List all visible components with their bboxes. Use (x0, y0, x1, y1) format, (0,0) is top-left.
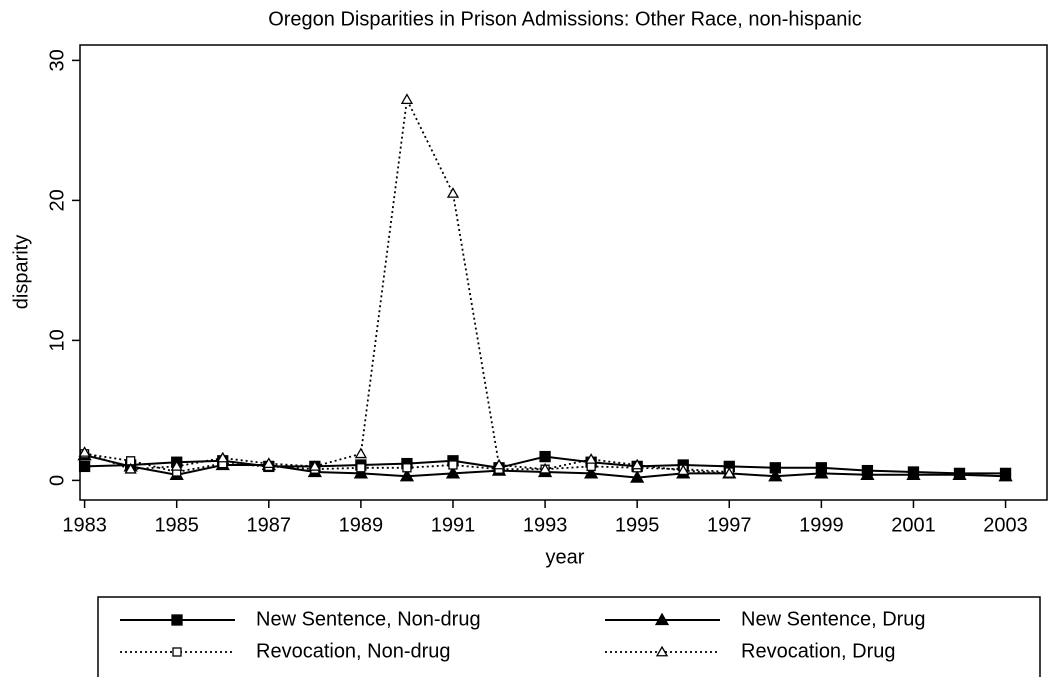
x-tick-label: 1993 (523, 514, 568, 536)
marker (170, 460, 183, 471)
legend-frame (97, 596, 1041, 677)
y-tick-label: 10 (46, 329, 68, 351)
marker (353, 466, 369, 479)
series-line (84, 96, 730, 475)
marker (768, 468, 783, 482)
marker (860, 467, 875, 480)
x-axis-label: year (546, 546, 585, 568)
x-tick-label: 1989 (339, 514, 384, 536)
x-tick-label: 1997 (707, 514, 752, 536)
x-tick-label: 1987 (247, 514, 292, 536)
marker (654, 612, 670, 626)
marker (539, 450, 551, 463)
marker (492, 458, 506, 470)
legend-label: Revocation, Non-drug (256, 640, 451, 662)
marker (402, 463, 412, 473)
marker (262, 457, 275, 468)
marker (356, 463, 366, 473)
marker (78, 460, 91, 473)
marker (998, 468, 1013, 482)
marker (445, 466, 461, 479)
marker (952, 467, 967, 480)
marker (399, 468, 415, 482)
x-tick-label: 1999 (799, 514, 844, 536)
marker (171, 614, 183, 626)
x-tick-label: 1991 (431, 514, 476, 536)
marker (631, 458, 644, 470)
marker (584, 466, 599, 479)
marker (78, 446, 91, 457)
x-tick-label: 1983 (62, 514, 107, 536)
legend-label: New Sentence, Drug (741, 608, 926, 630)
marker (655, 645, 669, 657)
marker (216, 451, 229, 463)
marker (124, 462, 137, 474)
marker (723, 467, 736, 478)
marker (400, 93, 414, 104)
x-tick-label: 1985 (154, 514, 199, 536)
marker (354, 447, 368, 459)
x-tick-label: 1995 (615, 514, 660, 536)
marker (172, 647, 182, 657)
legend-label: New Sentence, Non-drug (256, 608, 481, 630)
marker (814, 466, 829, 479)
y-axis-label: disparity (10, 235, 32, 309)
legend-label: Revocation, Drug (741, 640, 896, 662)
y-tick-label: 20 (46, 189, 68, 211)
y-tick-label: 30 (46, 49, 68, 71)
chart-title: Oregon Disparities in Prison Admissions:… (268, 8, 862, 30)
marker (677, 464, 690, 475)
marker (446, 187, 460, 198)
marker (585, 453, 598, 464)
x-tick-label: 2003 (983, 514, 1028, 536)
marker (308, 460, 321, 471)
marker (630, 470, 645, 483)
marker (538, 462, 552, 474)
marker (448, 460, 458, 470)
x-tick-label: 2001 (891, 514, 936, 536)
y-tick-label: 0 (46, 475, 68, 486)
marker (906, 467, 921, 480)
plot-frame (79, 44, 1048, 501)
